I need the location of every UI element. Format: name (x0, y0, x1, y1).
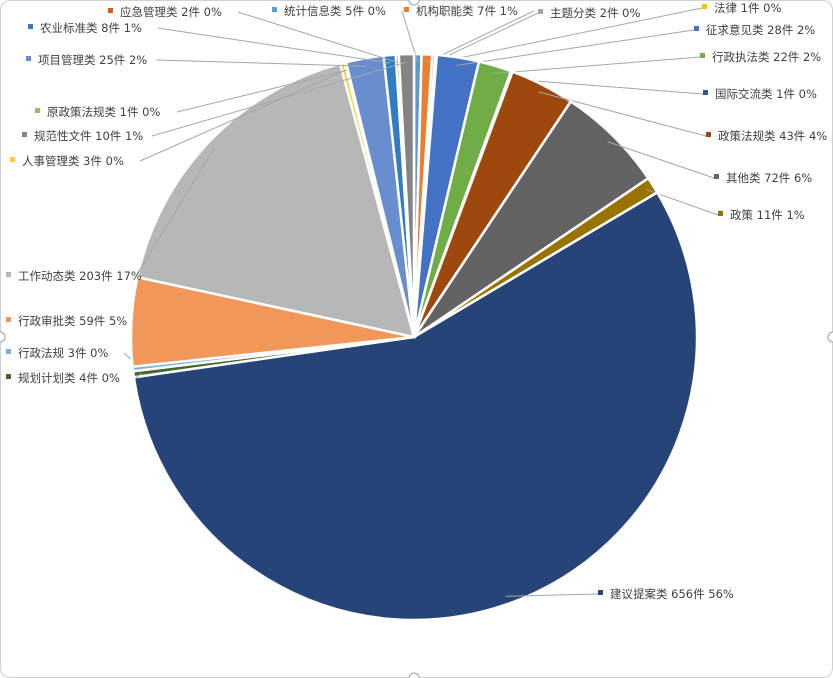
leader-line (509, 78, 704, 95)
legend-marker (706, 132, 711, 137)
legend-marker (28, 24, 33, 29)
legend-marker (714, 174, 719, 179)
leader-line (176, 69, 348, 113)
leader-line (505, 593, 599, 597)
data-label: 建议提案类 656件 56% (610, 587, 734, 601)
data-label: 行政法规 3件 0% (18, 346, 108, 360)
leader-line (139, 70, 345, 162)
resize-handle[interactable] (0, 331, 6, 343)
leader-line (237, 11, 398, 63)
leader-line (426, 10, 535, 63)
data-label: 法律 1件 0% (714, 1, 781, 15)
legend-marker (108, 8, 113, 13)
legend-marker (22, 132, 27, 137)
leader-line (456, 29, 695, 66)
resize-handle[interactable] (408, 0, 420, 6)
legend-marker (538, 9, 543, 14)
legend-marker (6, 374, 11, 379)
data-label: 农业标准类 8件 1% (40, 21, 142, 35)
data-label: 项目管理类 25件 2% (38, 53, 147, 67)
resize-handle[interactable] (827, 331, 833, 343)
pie-slice (397, 52, 416, 338)
leader-line (135, 147, 216, 277)
data-label: 行政审批类 59件 5% (18, 314, 127, 328)
legend-marker (35, 108, 40, 113)
data-label: 机构职能类 7件 1% (416, 4, 518, 18)
legend-marker (26, 56, 31, 61)
leader-line (538, 91, 707, 137)
legend-marker (10, 157, 15, 162)
leader-line (157, 27, 391, 64)
data-label: 政策 11件 1% (730, 208, 805, 222)
data-label: 工作动态类 203件 17% (18, 269, 142, 283)
legend-marker (272, 7, 277, 12)
data-label: 其他类 72件 6% (726, 171, 812, 185)
pie-slice (135, 62, 416, 339)
pie-slice (132, 190, 699, 622)
legend-marker (702, 4, 707, 9)
data-label: 原政策法规类 1件 0% (47, 105, 160, 119)
data-label: 政策法规类 43件 4% (718, 129, 827, 143)
data-label: 规范性文件 10件 1% (34, 129, 143, 143)
data-label: 征求意见类 28件 2% (706, 23, 815, 37)
leader-line (151, 61, 407, 137)
leader-line (135, 372, 142, 379)
legend-marker (700, 53, 705, 58)
data-label: 人事管理类 3件 0% (22, 154, 124, 168)
leader-line (492, 56, 701, 75)
legend-marker (404, 7, 409, 12)
leader-line (433, 12, 539, 64)
legend-marker (703, 90, 708, 95)
data-label: 应急管理类 2件 0% (120, 5, 222, 19)
legend-marker (6, 349, 11, 354)
legend-marker (6, 272, 11, 277)
data-label: 国际交流类 1件 0% (715, 87, 817, 101)
legend-marker (718, 211, 723, 216)
leader-line (607, 141, 715, 179)
leader-line (435, 7, 703, 64)
data-label: 统计信息类 5件 0% (284, 4, 386, 18)
data-label: 主题分类 2件 0% (550, 6, 640, 20)
leader-line (155, 59, 367, 67)
resize-handle[interactable] (408, 672, 420, 678)
legend-marker (598, 590, 603, 595)
legend-marker (6, 317, 11, 322)
data-label: 行政执法类 22件 2% (712, 50, 821, 64)
data-label: 规划计划类 4件 0% (18, 371, 120, 385)
leader-line (135, 320, 140, 323)
legend-marker (694, 26, 699, 31)
